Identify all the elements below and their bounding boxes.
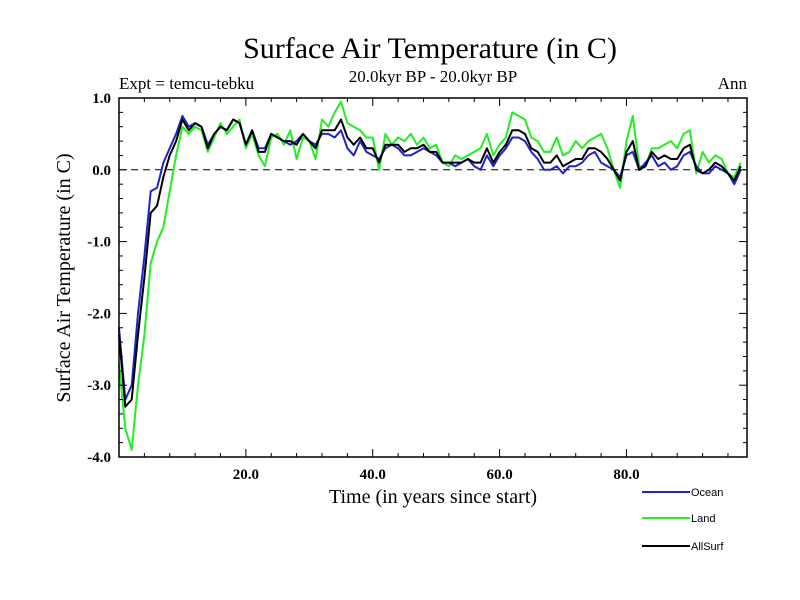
series-line-allsurf: [118, 118, 742, 408]
chart-title: Surface Air Temperature (in C): [243, 32, 617, 65]
y-axis-label: Surface Air Temperature (in C): [53, 153, 75, 402]
y-tick-label: -2.0: [87, 306, 111, 322]
series-line-land: [118, 100, 742, 451]
x-tick-label: 60.0: [486, 467, 512, 483]
legend: Ocean Land AllSurf: [642, 487, 724, 553]
y-tick-label: -3.0: [87, 378, 111, 394]
x-axis-label: Time (in years since start): [329, 486, 537, 508]
plot-area: 1.0 0.0 -1.0 -2.0 -3.0 -4.0 20.0 40.0 60.0 80.0: [87, 91, 748, 483]
x-tick-label: 20.0: [233, 467, 259, 483]
y-tick-label: -1.0: [87, 235, 111, 251]
y-tick-label: 0.0: [92, 163, 111, 179]
x-tick-label: 80.0: [613, 467, 639, 483]
legend-label-allsurf: AllSurf: [691, 541, 724, 553]
experiment-label: Expt = temcu-tebku: [119, 74, 255, 93]
plot-frame: [118, 97, 748, 458]
y-tick-label: -4.0: [87, 450, 111, 466]
season-label: Ann: [718, 74, 748, 93]
x-tick-label: 40.0: [360, 467, 386, 483]
chart-subtitle: 20.0kyr BP - 20.0kyr BP: [349, 67, 517, 86]
legend-label-ocean: Ocean: [691, 487, 723, 499]
y-tick-label: 1.0: [92, 91, 111, 107]
legend-label-land: Land: [691, 513, 715, 525]
